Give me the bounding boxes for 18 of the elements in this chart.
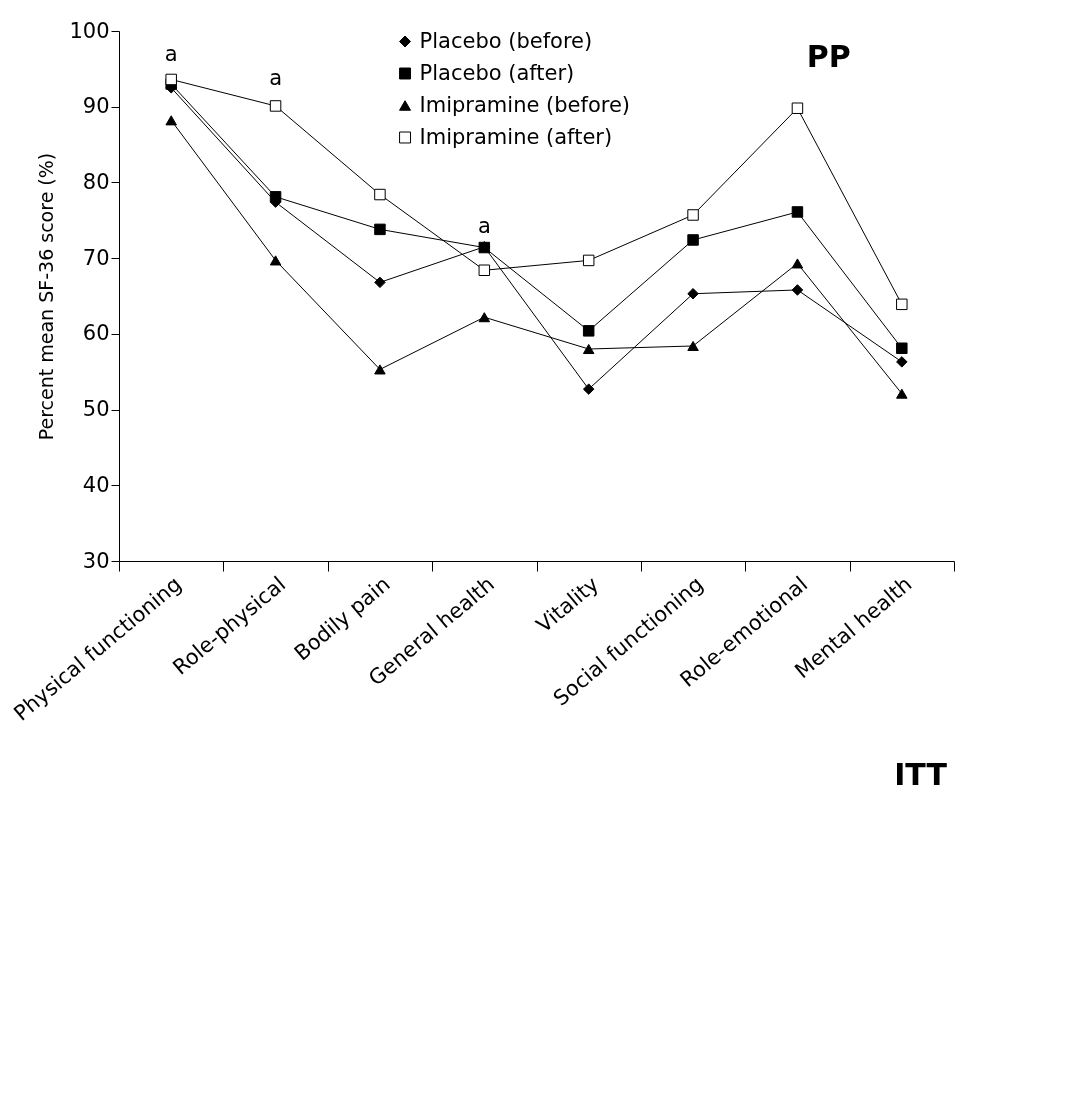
y-tick-label: 30 (82, 548, 110, 573)
y-tick-label: 70 (82, 245, 110, 270)
legend-label: Placebo (after) (419, 60, 575, 85)
annotation: a (477, 214, 491, 239)
text: ITT (894, 757, 948, 792)
y-axis-title: Percent mean SF-36 score (%) (35, 152, 58, 441)
y-tick-label: 80 (82, 169, 110, 194)
legend-label: Imipramine (after) (419, 124, 613, 149)
y-tick-label: 40 (82, 472, 110, 497)
y-tick-label: 60 (82, 321, 110, 346)
annotation: a (164, 41, 178, 66)
y-tick-label: 90 (82, 94, 110, 119)
y-tick-label: 100 (69, 18, 110, 43)
annotation: PP (806, 38, 851, 74)
annotation: a (269, 65, 282, 90)
y-tick-label: 50 (82, 397, 110, 422)
legend-label: Placebo (before) (419, 28, 593, 53)
legend-label: Imipramine (before) (419, 92, 631, 117)
